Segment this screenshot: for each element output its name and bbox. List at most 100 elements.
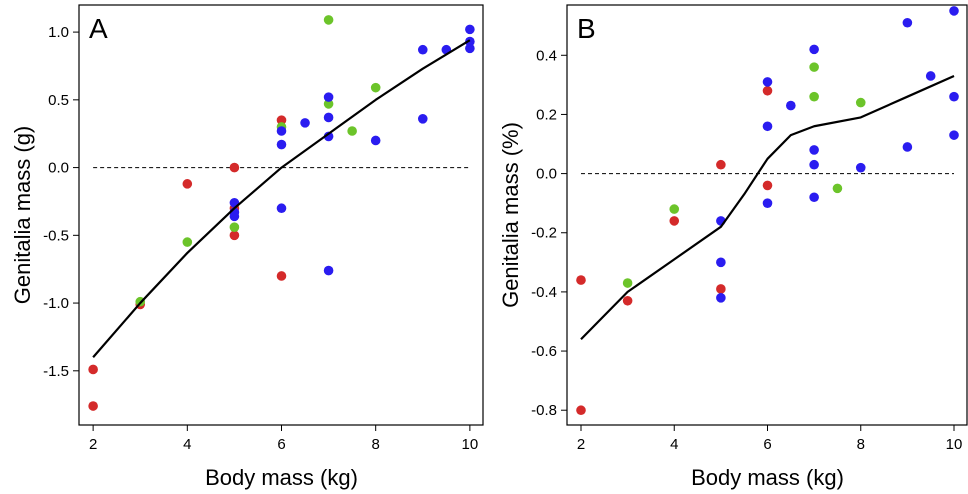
- panel-b-fit-line: [580, 74, 955, 340]
- panel-a-point-red: [182, 179, 193, 189]
- panel-b-point-blue: [716, 257, 726, 268]
- panel-b-letter: B: [577, 13, 596, 44]
- panel-b-y-tick-label: 0.2: [536, 106, 557, 123]
- panel-b-y-tick-label: -0.4: [531, 284, 557, 301]
- panel-b-y-tick-label: -0.8: [531, 402, 557, 419]
- panel-a-point-blue: [465, 36, 475, 47]
- panel-a-x-tick-label: 6: [277, 436, 285, 453]
- panel-b-point-blue: [809, 44, 819, 55]
- panel-b-point-blue: [762, 77, 773, 87]
- panel-b-y-tick-label: -0.6: [531, 343, 557, 360]
- panel-b-x-axis-title: Body mass (kg): [691, 465, 844, 490]
- panel-a-point-blue: [417, 44, 428, 55]
- panel-b-data-points: [576, 6, 959, 416]
- panel-a-point-green: [323, 99, 334, 109]
- panel-b-point-red: [762, 85, 773, 96]
- panel-b-point-blue: [809, 145, 819, 155]
- panel-a-letter: A: [89, 13, 108, 44]
- panel-a-point-blue: [323, 92, 334, 102]
- panel-a-point-green: [370, 82, 381, 93]
- panel-b-point-green: [809, 91, 819, 102]
- panel-a-x-axis-title: Body mass (kg): [205, 465, 358, 490]
- panel-b-point-blue: [949, 6, 959, 16]
- panel-b-point-green: [855, 97, 866, 108]
- panel-a-point-red: [88, 401, 98, 411]
- panel-b-x-tick-label: 6: [763, 436, 771, 453]
- panel-a-point-green: [323, 15, 334, 25]
- panel-a-y-tick-label: -1.0: [43, 295, 69, 312]
- panel-a-point-blue: [276, 139, 287, 150]
- panel-a-fit-line: [92, 39, 471, 358]
- panel-b-y-tick-label: -0.2: [531, 225, 557, 242]
- panel-a-point-blue: [300, 118, 310, 128]
- panel-b-point-green: [622, 278, 633, 288]
- panel-b-point-green: [809, 62, 819, 72]
- panel-b-x-tick-label: 8: [857, 436, 865, 453]
- panel-a-y-tick-label: 0.0: [48, 160, 69, 177]
- panel-b-point-red: [669, 216, 680, 226]
- panel-b-point-green: [669, 204, 680, 214]
- panel-a-data-points: [88, 15, 475, 411]
- panel-b-point-blue: [925, 71, 936, 81]
- panel-a-point-red: [276, 271, 287, 281]
- panel-b-y-axis-ticks: -0.8 -0.6 -0.4 -0.2 0.0 0.2 0.4: [531, 47, 567, 419]
- panel-b-y-axis-title: Genitalia mass (%): [498, 122, 523, 308]
- panel-b-point-blue: [949, 130, 959, 140]
- panel-b-x-tick-label: 2: [577, 436, 585, 453]
- panel-b-point-red: [576, 405, 586, 416]
- panel-a-point-green: [182, 237, 193, 247]
- panel-a-point-blue: [370, 135, 381, 146]
- panel-a-x-axis-ticks: 2 4 6 8 10: [89, 425, 478, 453]
- panel-b-x-tick-label: 10: [946, 436, 963, 453]
- panel-a-y-axis-title: Genitalia mass (g): [10, 126, 35, 305]
- panel-b-point-red: [716, 159, 726, 170]
- panel-a-point-blue: [276, 203, 287, 214]
- panel-a-x-tick-label: 8: [372, 436, 380, 453]
- panel-b-y-tick-label: 0.0: [536, 166, 557, 183]
- panel-a-point-blue: [417, 114, 428, 124]
- panel-b-point-green: [832, 183, 843, 194]
- panel-b-x-tick-label: 4: [670, 436, 678, 453]
- panel-a-point-red: [229, 230, 240, 241]
- panel-a-point-blue: [465, 24, 475, 35]
- panel-b-point-red: [762, 180, 773, 191]
- panel-b-point-red: [716, 284, 726, 294]
- panel-b-point-blue: [949, 91, 959, 102]
- panel-a-point-green: [347, 126, 357, 136]
- panel-b-point-blue: [716, 293, 726, 303]
- panel-b-point-blue: [786, 100, 796, 111]
- panel-a-point-blue: [276, 126, 287, 136]
- panel-a-y-axis-ticks: -1.5 -1.0 -0.5 0.0 0.5 1.0: [43, 24, 79, 380]
- panel-b-point-blue: [855, 162, 866, 173]
- panel-a-x-tick-label: 2: [89, 436, 97, 453]
- panel-a-point-blue: [323, 131, 334, 142]
- panel-b-point-blue: [902, 142, 913, 152]
- panel-a-y-tick-label: 1.0: [48, 24, 69, 41]
- panel-a-y-tick-label: -1.5: [43, 363, 69, 380]
- panel-b-point-red: [576, 275, 586, 285]
- panel-b-point-red: [622, 295, 633, 306]
- panel-a-y-tick-label: -0.5: [43, 227, 69, 244]
- panel-a-point-green: [229, 222, 240, 232]
- panel-b-point-blue: [809, 159, 819, 170]
- panel-b-point-blue: [902, 17, 913, 28]
- panel-a-point-blue: [323, 112, 334, 123]
- panel-b: B 2 4 6 8 10 -0.8 -0.6 -0.4 -0.2 0.0 0.2 0.4 Body …: [498, 4, 968, 490]
- panel-b-point-blue: [762, 121, 773, 132]
- panel-a-point-red: [276, 115, 287, 125]
- panel-a-point-blue: [229, 211, 240, 222]
- panel-a-point-blue: [323, 265, 334, 276]
- panel-a-x-tick-label: 4: [183, 436, 191, 453]
- panel-b-point-blue: [809, 192, 819, 203]
- panel-b-point-blue: [762, 198, 773, 208]
- panel-b-frame: [566, 4, 968, 426]
- panel-a-y-tick-label: 0.5: [48, 92, 69, 109]
- panel-a: A 2 4 6 8 10 -1.5 -1.0 -0.5 0.0 0.5 1.0 Body mass…: [10, 4, 484, 490]
- panel-b-x-axis-ticks: 2 4 6 8 10: [577, 425, 963, 453]
- panel-a-point-red: [229, 162, 240, 173]
- panel-a-point-blue: [465, 43, 475, 54]
- panel-a-point-red: [88, 364, 98, 375]
- panel-b-y-tick-label: 0.4: [536, 47, 557, 64]
- panel-a-x-tick-label: 10: [462, 436, 479, 453]
